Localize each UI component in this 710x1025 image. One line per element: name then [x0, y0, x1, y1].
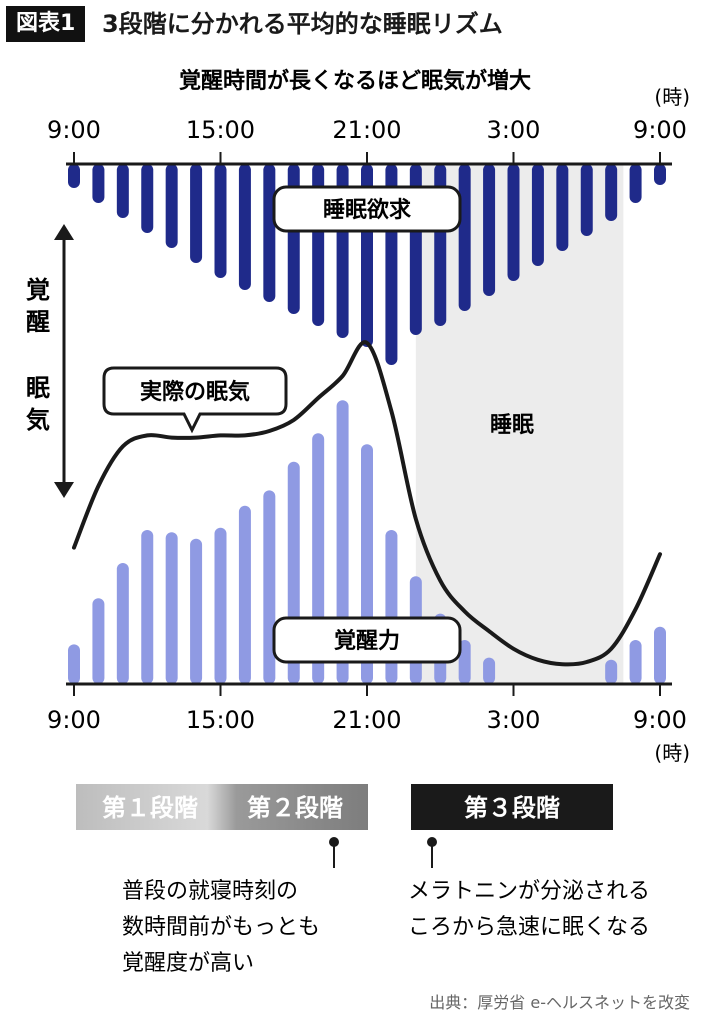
sleep-drive-bar [654, 164, 666, 185]
sleep-drive-bar [531, 164, 544, 266]
sleep-period-label: 睡眠 [490, 413, 534, 438]
sleep-drive-bar [190, 164, 203, 263]
top-tick-label: 3:00 [487, 116, 541, 144]
sleep-drive-bar [507, 164, 520, 281]
svg-text:覚: 覚 [26, 276, 50, 304]
wake-force-bar [92, 598, 105, 684]
actual-sleepiness-label: 実際の眠気 [102, 366, 288, 434]
stage-3-note: メラトニンが分泌される ころから急速に眠くなる [408, 879, 650, 940]
x-unit-bottom: (時) [654, 741, 690, 765]
bottom-tick-label: 15:00 [186, 706, 255, 734]
top-tick-label: 9:00 [47, 116, 101, 144]
sleep-drive-bar [629, 164, 642, 203]
sleep-drive-bar [92, 164, 105, 203]
sleep-drive-bar [238, 164, 251, 290]
wake-force-bar [214, 527, 227, 684]
figure-tag: 図表1 [6, 6, 86, 42]
svg-text:数時間前がもっとも: 数時間前がもっとも [122, 915, 320, 940]
sleep-drive-bar [165, 164, 178, 248]
stage-3-label: 第３段階 [464, 794, 560, 822]
bottom-tick-label: 21:00 [332, 706, 401, 734]
wake-force-bar [116, 563, 129, 684]
top-axis-tick-marks [73, 152, 661, 164]
figure-title: 3段階に分かれる平均的な睡眠リズム [102, 10, 503, 38]
wake-force-label: 覚醒力 [272, 616, 462, 664]
stage-2-label: 第２段階 [247, 794, 343, 822]
svg-text:睡眠欲求: 睡眠欲求 [323, 197, 411, 223]
sleep-drive-bar [556, 164, 569, 251]
sleep-drive-bar [263, 164, 276, 302]
wake-force-bar [483, 657, 496, 684]
stage-1-label: 第１段階 [102, 794, 198, 822]
top-axis-tick-labels: 9:00 15:00 21:00 3:00 9:00 [47, 116, 687, 144]
wake-force-bar [141, 530, 154, 684]
bottom-axis-tick-marks [73, 684, 661, 696]
wake-force-bar [605, 659, 618, 684]
wake-force-bar [458, 640, 471, 684]
sleep-drive-bar [458, 164, 471, 311]
bottom-tick-label: 9:00 [633, 706, 687, 734]
sleep-drive-bar [68, 164, 80, 188]
wake-force-bar [190, 538, 203, 684]
stage-2-note: 普段の就寝時刻の 数時間前がもっとも 覚醒度が高い [122, 879, 320, 976]
svg-text:メラトニンが分泌される: メラトニンが分泌される [408, 879, 650, 904]
sleepiness-arrow-label: 眠 気 [26, 374, 50, 434]
sleep-drive-bar [116, 164, 129, 218]
chart-title: 覚醒時間が長くなるほど眠気が増大 [179, 68, 531, 94]
wake-force-bar [654, 626, 666, 684]
bottom-tick-label: 9:00 [47, 706, 101, 734]
top-tick-label: 21:00 [332, 116, 401, 144]
wake-force-bar [68, 644, 80, 684]
svg-text:醒: 醒 [26, 308, 50, 336]
top-tick-label: 9:00 [633, 116, 687, 144]
svg-text:眠: 眠 [26, 374, 50, 402]
wake-force-bar [336, 400, 349, 684]
bottom-axis-tick-labels: 9:00 15:00 21:00 3:00 9:00 [47, 706, 687, 734]
bottom-tick-label: 3:00 [487, 706, 541, 734]
wake-sleepiness-arrow [54, 224, 74, 498]
actual-sleepiness-curve [72, 340, 662, 667]
wake-force-bar [629, 640, 642, 684]
sleep-drive-bar [580, 164, 593, 236]
svg-text:覚醒度が高い: 覚醒度が高い [122, 951, 254, 976]
svg-text:ころから急速に眠くなる: ころから急速に眠くなる [408, 915, 650, 940]
sleep-drive-bar [483, 164, 496, 296]
wake-force-bar [263, 490, 276, 684]
sleep-drive-label: 睡眠欲求 [272, 185, 462, 233]
svg-text:気: 気 [26, 406, 50, 434]
stage-3-note-pointer [427, 837, 437, 868]
svg-text:実際の眠気: 実際の眠気 [140, 379, 250, 405]
wake-force-bar [165, 532, 178, 684]
source-note: 出典：厚労省 e-ヘルスネットを改変 [429, 993, 690, 1012]
sleep-drive-bar [214, 164, 227, 278]
stage-3-band [411, 784, 613, 830]
wake-force-bar [238, 505, 251, 684]
x-unit-top: (時) [654, 85, 690, 109]
sleep-drive-bar [605, 164, 618, 221]
top-tick-label: 15:00 [186, 116, 255, 144]
svg-text:覚醒力: 覚醒力 [334, 628, 400, 654]
stage-1-2-band [76, 784, 368, 830]
sleep-drive-bar [141, 164, 154, 233]
svg-text:普段の就寝時刻の: 普段の就寝時刻の [122, 879, 298, 904]
stage-2-note-pointer [329, 837, 339, 868]
wake-arrow-label: 覚 醒 [26, 276, 50, 336]
